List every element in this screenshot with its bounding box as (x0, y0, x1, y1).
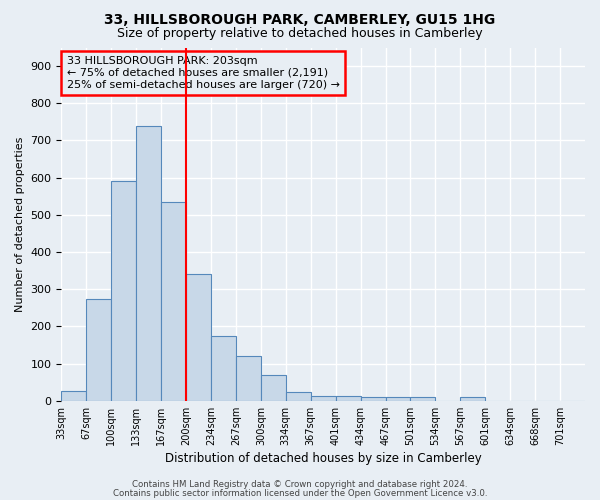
X-axis label: Distribution of detached houses by size in Camberley: Distribution of detached houses by size … (165, 452, 482, 465)
Bar (361, 397, 386, 401)
Bar (61, 391, 86, 401)
Bar (335, 396, 361, 401)
Bar (186, 274, 211, 401)
Text: 33, HILLSBOROUGH PARK, CAMBERLEY, GU15 1HG: 33, HILLSBOROUGH PARK, CAMBERLEY, GU15 1… (104, 12, 496, 26)
Bar (261, 375, 286, 401)
Bar (211, 336, 236, 401)
Bar (286, 392, 311, 401)
Bar (311, 396, 335, 401)
Text: Size of property relative to detached houses in Camberley: Size of property relative to detached ho… (117, 28, 483, 40)
Text: Contains public sector information licensed under the Open Government Licence v3: Contains public sector information licen… (113, 488, 487, 498)
Text: Contains HM Land Registry data © Crown copyright and database right 2024.: Contains HM Land Registry data © Crown c… (132, 480, 468, 489)
Bar (111, 182, 136, 401)
Bar (386, 397, 410, 401)
Bar (136, 126, 161, 401)
Bar (236, 356, 261, 401)
Bar (460, 398, 485, 401)
Bar (410, 397, 436, 401)
Y-axis label: Number of detached properties: Number of detached properties (15, 136, 25, 312)
Bar (161, 202, 186, 401)
Text: 33 HILLSBOROUGH PARK: 203sqm
← 75% of detached houses are smaller (2,191)
25% of: 33 HILLSBOROUGH PARK: 203sqm ← 75% of de… (67, 56, 340, 90)
Bar (86, 298, 111, 401)
